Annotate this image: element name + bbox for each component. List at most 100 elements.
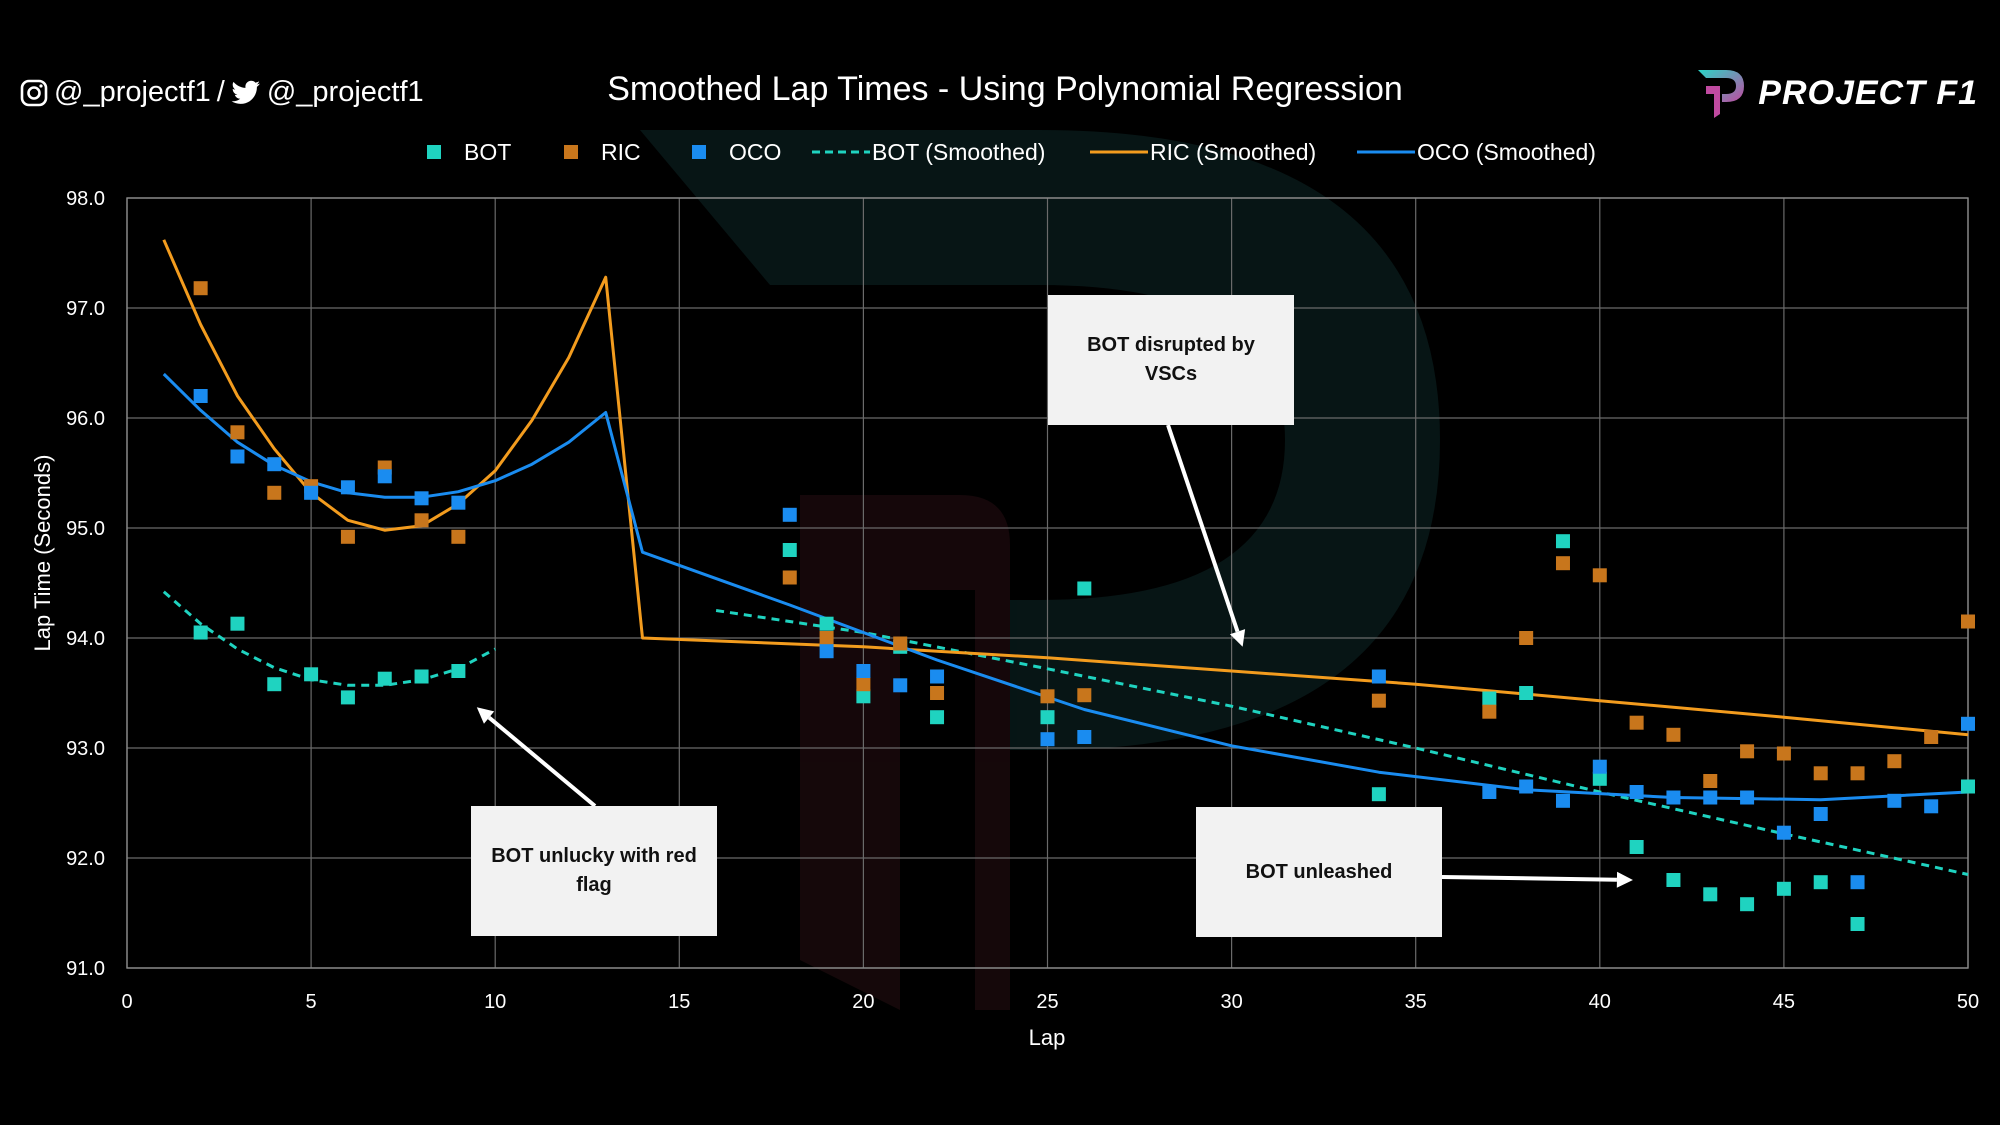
data-point-ric — [414, 513, 429, 528]
data-point-oco — [1482, 785, 1497, 799]
data-point-oco — [414, 491, 429, 506]
data-point-ric — [1666, 727, 1681, 742]
y-tick-label: 95.0 — [66, 518, 105, 540]
data-point-bot — [1776, 881, 1791, 896]
x-tick-label: 30 — [1220, 991, 1242, 1013]
data-point-bot — [1813, 875, 1828, 890]
twitter-handle: @_projectf1 — [266, 76, 424, 108]
data-point-ric — [1482, 704, 1497, 719]
data-point-bot — [1519, 686, 1534, 700]
data-point-oco — [1961, 716, 1975, 731]
data-point-bot — [230, 616, 245, 631]
annotation-arrow — [1441, 875, 1617, 882]
data-point-bot — [414, 669, 429, 684]
data-point-bot — [1592, 771, 1607, 786]
data-point-bot — [1629, 840, 1644, 854]
series-line-bot-smoothed — [715, 609, 1969, 876]
y-tick-label: 96.0 — [66, 408, 105, 430]
y-tick-label: 93.0 — [66, 738, 105, 760]
data-point-oco — [1077, 730, 1092, 744]
data-point-ric — [1519, 631, 1534, 645]
brand-logo: PROJECT F1 — [1692, 64, 1978, 122]
twitter-icon — [231, 80, 260, 104]
data-point-bot — [856, 689, 871, 704]
data-point-ric — [893, 636, 908, 651]
annotation-text: BOT unleashed — [1245, 860, 1393, 883]
annotation-arrow — [1166, 424, 1240, 633]
social-handles: @_projectf1 / @_projectf1 — [20, 76, 424, 109]
legend-marker-ric — [564, 145, 578, 159]
data-point-bot — [377, 671, 392, 686]
plot-frame — [126, 197, 1969, 969]
data-point-oco — [1519, 779, 1534, 794]
annotation-arrowhead — [1616, 871, 1633, 888]
series-line-ric-smoothed — [162, 239, 1969, 737]
data-point-oco — [819, 644, 834, 659]
data-point-bot — [193, 625, 208, 640]
legend-label-bot: BOT — [464, 139, 511, 165]
data-point-oco — [1703, 790, 1718, 805]
data-point-oco — [340, 480, 355, 495]
y-tick-label: 94.0 — [66, 628, 105, 650]
data-point-oco — [1776, 825, 1791, 840]
x-tick-label: 10 — [484, 991, 506, 1013]
legend-label-ric-smoothed: RIC (Smoothed) — [1150, 139, 1316, 165]
x-tick-label: 50 — [1957, 991, 1979, 1013]
data-point-oco — [1887, 793, 1902, 808]
annotation-vsc: BOT disrupted by VSCs — [1048, 295, 1294, 425]
legend-marker-bot — [427, 145, 441, 159]
data-point-bot — [1040, 710, 1055, 725]
data-point-ric — [782, 570, 797, 585]
data-point-oco — [1592, 759, 1607, 774]
x-tick-label: 20 — [852, 991, 874, 1013]
annotation-unleashed: BOT unleashed — [1196, 807, 1442, 937]
data-point-ric — [856, 677, 871, 692]
data-point-oco — [1629, 785, 1644, 799]
data-point-bot — [1961, 779, 1975, 794]
data-point-oco — [193, 389, 208, 403]
legend-label-bot-smoothed: BOT (Smoothed) — [872, 139, 1045, 165]
data-point-ric — [819, 631, 834, 645]
data-point-ric — [1850, 766, 1865, 781]
y-tick-label: 97.0 — [66, 298, 105, 320]
data-point-ric — [193, 281, 208, 296]
data-point-ric — [1703, 774, 1718, 788]
data-point-bot — [1482, 691, 1497, 706]
handle-separator: / — [216, 76, 225, 108]
data-point-bot — [1077, 581, 1092, 596]
brand-name: PROJECT F1 — [1758, 73, 1978, 112]
legend-label-oco: OCO — [729, 139, 781, 165]
data-point-bot — [1740, 897, 1755, 912]
y-tick-label: 98.0 — [66, 188, 105, 210]
data-point-oco — [782, 507, 797, 522]
y-axis-label: Lap Time (Seconds) — [30, 455, 55, 652]
data-point-oco — [1371, 669, 1386, 684]
data-point-oco — [267, 457, 282, 472]
data-point-oco — [1813, 807, 1828, 821]
data-point-ric — [1961, 614, 1975, 629]
data-point-ric — [230, 425, 245, 440]
annotation-arrows — [476, 424, 1633, 888]
data-point-ric — [1040, 689, 1055, 704]
data-point-bot — [340, 690, 355, 705]
chart-legend: BOT RIC OCO BOT (Smoothed) RIC (Smoothed) OCO… — [427, 139, 1596, 165]
instagram-icon — [20, 79, 48, 106]
data-point-ric — [1077, 688, 1092, 703]
data-point-ric — [1887, 754, 1902, 769]
data-point-oco — [930, 669, 945, 684]
data-point-oco — [230, 449, 245, 464]
data-point-bot — [819, 616, 834, 631]
data-point-oco — [377, 469, 392, 484]
data-point-bot — [267, 677, 282, 692]
legend-label-oco-smoothed: OCO (Smoothed) — [1417, 139, 1596, 165]
smoothed-series-lines — [162, 239, 1969, 876]
chart-title: Smoothed Lap Times - Using Polynomial Re… — [607, 70, 1403, 108]
data-point-ric — [451, 529, 466, 544]
data-point-bot — [930, 710, 945, 725]
data-point-bot — [782, 543, 797, 557]
data-point-ric — [1776, 746, 1791, 761]
data-point-oco — [1555, 793, 1570, 808]
data-point-oco — [1850, 875, 1865, 890]
data-point-oco — [856, 664, 871, 678]
